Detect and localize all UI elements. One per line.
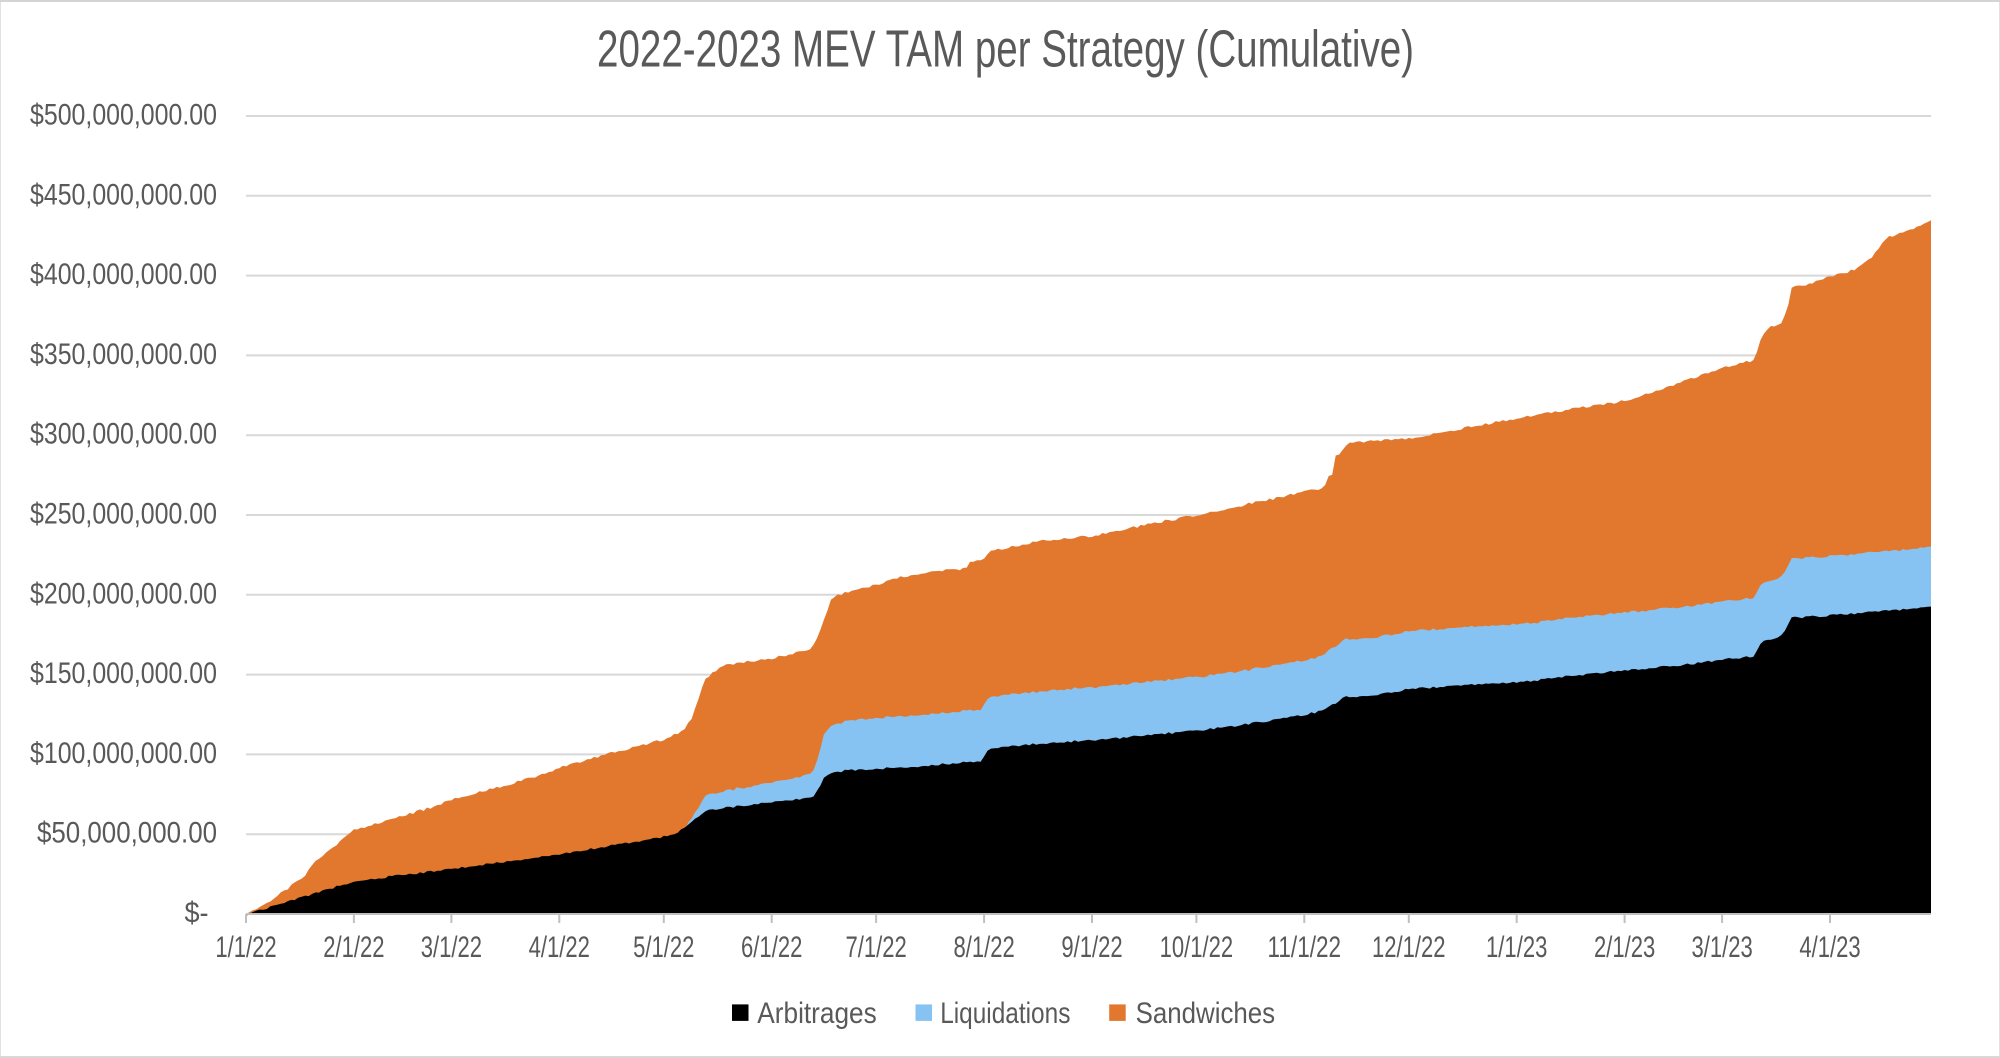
svg-text:$200,000,000.00: $200,000,000.00 [30, 577, 217, 610]
svg-text:$450,000,000.00: $450,000,000.00 [30, 178, 217, 211]
svg-text:$500,000,000.00: $500,000,000.00 [30, 99, 217, 132]
svg-text:Sandwiches: Sandwiches [1136, 997, 1276, 1030]
svg-text:$100,000,000.00: $100,000,000.00 [30, 737, 217, 770]
svg-text:$400,000,000.00: $400,000,000.00 [30, 258, 217, 291]
svg-text:6/1/22: 6/1/22 [741, 931, 802, 964]
svg-text:8/1/22: 8/1/22 [953, 931, 1014, 964]
svg-text:3/1/23: 3/1/23 [1691, 931, 1752, 964]
svg-text:11/1/22: 11/1/22 [1268, 931, 1342, 964]
svg-text:$300,000,000.00: $300,000,000.00 [30, 418, 217, 451]
svg-text:1/1/22: 1/1/22 [215, 931, 276, 964]
svg-text:$350,000,000.00: $350,000,000.00 [30, 338, 217, 371]
svg-text:10/1/22: 10/1/22 [1160, 931, 1234, 964]
svg-text:$250,000,000.00: $250,000,000.00 [30, 498, 217, 531]
svg-text:12/1/22: 12/1/22 [1372, 931, 1446, 964]
svg-text:9/1/22: 9/1/22 [1061, 931, 1122, 964]
svg-text:2022-2023 MEV TAM per Strategy: 2022-2023 MEV TAM per Strategy (Cumulati… [597, 21, 1414, 79]
svg-text:$50,000,000.00: $50,000,000.00 [37, 817, 217, 850]
svg-text:1/1/23: 1/1/23 [1486, 931, 1547, 964]
svg-text:Arbitrages: Arbitrages [757, 997, 876, 1030]
svg-text:2/1/23: 2/1/23 [1594, 931, 1655, 964]
svg-text:$-: $- [185, 897, 209, 930]
svg-text:5/1/22: 5/1/22 [633, 931, 694, 964]
svg-text:$150,000,000.00: $150,000,000.00 [30, 657, 217, 690]
svg-text:Liquidations: Liquidations [940, 997, 1070, 1030]
svg-text:7/1/22: 7/1/22 [845, 931, 906, 964]
svg-text:2/1/22: 2/1/22 [323, 931, 384, 964]
svg-text:4/1/22: 4/1/22 [529, 931, 590, 964]
svg-text:4/1/23: 4/1/23 [1799, 931, 1860, 964]
svg-text:3/1/22: 3/1/22 [421, 931, 482, 964]
